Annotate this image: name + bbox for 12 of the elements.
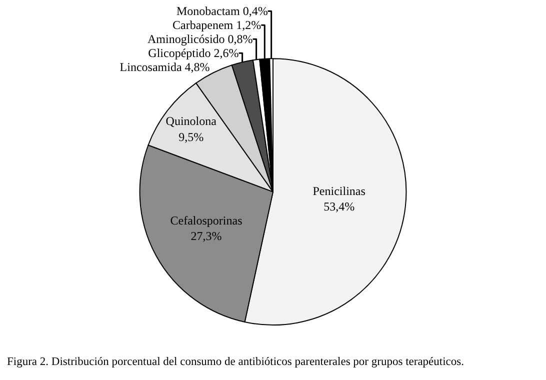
slice-label: Monobactam 0,4%: [176, 4, 268, 18]
data-label: 9,5%: [178, 130, 204, 144]
slice-label: Carbapenem 1,2%: [172, 18, 262, 32]
slice-label: Aminoglicósido 0,8%: [147, 32, 253, 46]
data-label: 53,4%: [324, 200, 355, 214]
slice-label: Cefalosporinas: [170, 213, 243, 228]
slice-label: Lincosamida 4,8%: [120, 60, 210, 74]
data-label: 27,3%: [190, 228, 222, 243]
slice-label: Penicilinas: [312, 184, 366, 198]
text: Figura 2. Distribución porcentual del consumo de antibióticos parenterales por grupos terapéuticos.: [7, 356, 464, 368]
slice-label: Quinolona: [166, 114, 218, 128]
slice-label: Glicopéptido 2,6%: [148, 46, 239, 60]
